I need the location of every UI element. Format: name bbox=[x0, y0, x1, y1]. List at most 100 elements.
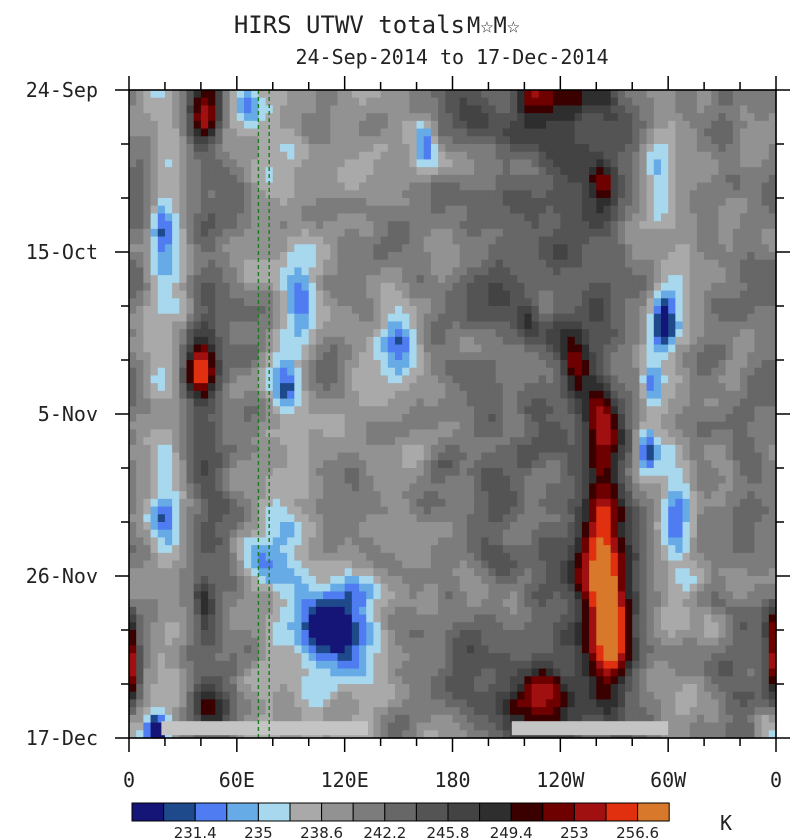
heatmap-cell bbox=[423, 398, 432, 407]
heatmap-cell bbox=[768, 113, 777, 122]
heatmap-cell bbox=[459, 97, 468, 107]
heatmap-cell bbox=[136, 128, 144, 137]
heatmap-cell bbox=[430, 383, 439, 392]
heatmap-cell bbox=[366, 383, 375, 392]
heatmap-cell bbox=[488, 105, 497, 114]
heatmap-cell bbox=[337, 128, 346, 137]
heatmap-cell bbox=[323, 375, 331, 384]
heatmap-cell bbox=[682, 244, 691, 253]
heatmap-cell bbox=[646, 275, 655, 284]
heatmap-cell bbox=[639, 313, 648, 323]
heatmap-cell bbox=[495, 452, 504, 461]
heatmap-cell bbox=[279, 375, 288, 384]
heatmap-cell bbox=[682, 306, 691, 315]
heatmap-cell bbox=[136, 444, 144, 454]
heatmap-cell bbox=[625, 414, 633, 423]
heatmap-cell bbox=[740, 151, 748, 161]
heatmap-cell bbox=[337, 483, 346, 492]
heatmap-cell bbox=[567, 144, 576, 153]
heatmap-cell bbox=[653, 151, 662, 161]
heatmap-cell bbox=[632, 390, 641, 400]
heatmap-cell bbox=[531, 159, 540, 168]
heatmap-cell bbox=[150, 205, 159, 215]
heatmap-cell bbox=[258, 460, 267, 469]
heatmap-cell bbox=[186, 352, 195, 361]
heatmap-cell bbox=[416, 321, 425, 330]
heatmap-cell bbox=[157, 120, 166, 130]
heatmap-cell bbox=[279, 306, 288, 315]
heatmap-cell bbox=[430, 282, 439, 292]
heatmap-cell bbox=[172, 421, 180, 431]
heatmap-cell bbox=[172, 136, 180, 145]
heatmap-cell bbox=[394, 144, 403, 153]
heatmap-cell bbox=[279, 329, 288, 338]
heatmap-cell bbox=[747, 329, 756, 338]
heatmap-cell bbox=[129, 174, 137, 184]
heatmap-cell bbox=[538, 421, 547, 431]
heatmap-cell bbox=[531, 506, 540, 515]
heatmap-cell bbox=[689, 329, 698, 338]
heatmap-cell bbox=[761, 159, 770, 168]
heatmap-cell bbox=[610, 159, 619, 168]
heatmap-cell bbox=[632, 282, 641, 292]
heatmap-cell bbox=[466, 259, 475, 269]
heatmap-cell bbox=[215, 167, 224, 176]
heatmap-cell bbox=[222, 321, 231, 330]
heatmap-cell bbox=[610, 182, 619, 191]
heatmap-cell bbox=[409, 190, 418, 199]
heatmap-cell bbox=[258, 514, 267, 523]
heatmap-cell bbox=[387, 252, 396, 261]
heatmap-cell bbox=[438, 444, 446, 454]
heatmap-cell bbox=[323, 390, 331, 400]
heatmap-cell bbox=[186, 398, 195, 407]
heatmap-cell bbox=[308, 221, 317, 230]
heatmap-cell bbox=[308, 352, 317, 361]
heatmap-cell bbox=[344, 120, 353, 130]
heatmap-cell bbox=[258, 390, 267, 400]
heatmap-cell bbox=[359, 90, 367, 99]
heatmap-cell bbox=[646, 90, 655, 99]
heatmap-cell bbox=[625, 421, 633, 431]
heatmap-cell bbox=[387, 267, 396, 276]
heatmap-cell bbox=[625, 390, 633, 400]
heatmap-cell bbox=[409, 128, 418, 137]
heatmap-cell bbox=[423, 205, 432, 215]
heatmap-cell bbox=[495, 90, 504, 99]
heatmap-cell bbox=[172, 475, 180, 485]
heatmap-cell bbox=[236, 506, 245, 515]
heatmap-cell bbox=[359, 475, 367, 485]
heatmap-cell bbox=[251, 390, 259, 400]
heatmap-cell bbox=[394, 390, 403, 400]
heatmap-cell bbox=[445, 259, 454, 269]
heatmap-cell bbox=[574, 259, 583, 269]
heatmap-cell bbox=[186, 367, 195, 377]
heatmap-cell bbox=[524, 321, 533, 330]
heatmap-cell bbox=[236, 228, 245, 238]
heatmap-cell bbox=[711, 390, 720, 400]
heatmap-cell bbox=[150, 128, 159, 137]
heatmap-cell bbox=[308, 491, 317, 500]
heatmap-cell bbox=[610, 267, 619, 276]
heatmap-cell bbox=[193, 475, 202, 485]
heatmap-cell bbox=[768, 421, 777, 431]
heatmap-cell bbox=[459, 329, 468, 338]
heatmap-cell bbox=[675, 329, 684, 338]
heatmap-cell bbox=[517, 344, 525, 353]
heatmap-cell bbox=[474, 452, 482, 461]
heatmap-cell bbox=[567, 352, 576, 361]
heatmap-cell bbox=[617, 321, 626, 330]
heatmap-cell bbox=[689, 190, 698, 199]
heatmap-cell bbox=[625, 290, 633, 299]
heatmap-cell bbox=[344, 383, 353, 392]
heatmap-cell bbox=[215, 444, 224, 454]
heatmap-cell bbox=[215, 313, 224, 323]
heatmap-cell bbox=[610, 190, 619, 199]
heatmap-cell bbox=[222, 383, 231, 392]
heatmap-cell bbox=[387, 321, 396, 330]
heatmap-cell bbox=[538, 290, 547, 299]
heatmap-cell bbox=[517, 352, 525, 361]
heatmap-cell bbox=[315, 259, 324, 269]
heatmap-cell bbox=[711, 344, 720, 353]
heatmap-cell bbox=[136, 506, 144, 515]
heatmap-cell bbox=[366, 437, 375, 446]
